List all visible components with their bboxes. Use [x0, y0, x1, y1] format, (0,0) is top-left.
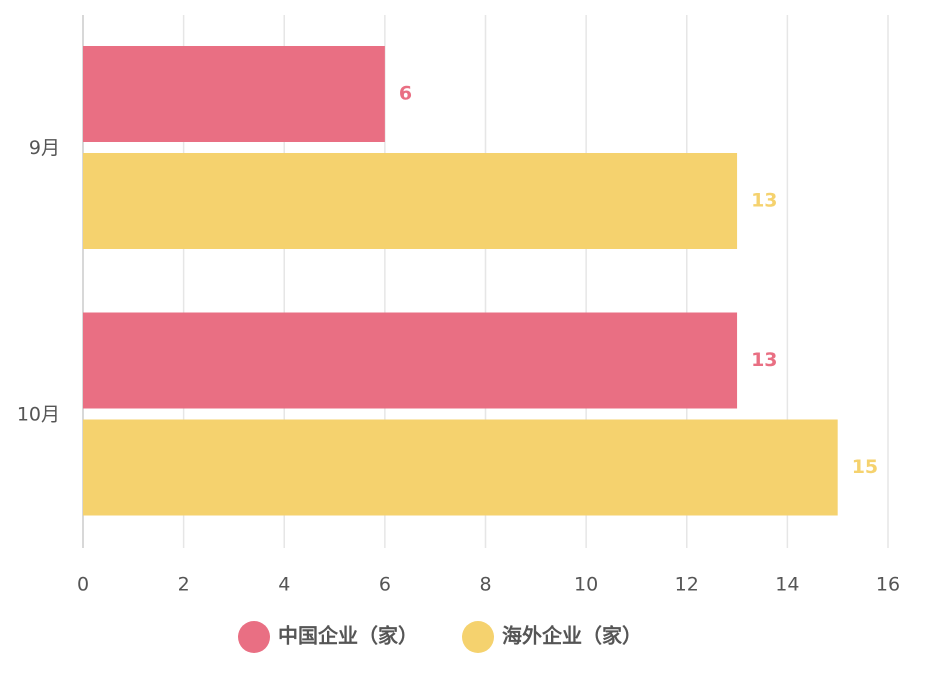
x-tick-label: 4: [278, 574, 290, 596]
bar: [83, 419, 838, 516]
legend-label: 海外企业（家）: [502, 624, 642, 648]
x-tick-label: 6: [379, 574, 391, 596]
y-tick-label: 9月: [29, 137, 60, 159]
value-label: 6: [399, 83, 412, 105]
value-label: 15: [852, 456, 878, 478]
bar: [83, 312, 738, 409]
x-tick-label: 0: [77, 574, 89, 596]
x-tick-label: 14: [775, 574, 799, 596]
y-tick-label: 10月: [17, 403, 60, 425]
bar: [83, 46, 385, 142]
x-tick-label: 2: [178, 574, 190, 596]
value-label: 13: [751, 349, 777, 371]
x-tick-label: 10: [574, 574, 598, 596]
value-label: 13: [751, 190, 777, 212]
bar: [83, 153, 738, 249]
legend-marker: [238, 621, 270, 653]
x-tick-label: 8: [479, 574, 491, 596]
x-tick-label: 16: [876, 574, 900, 596]
legend-label: 中国企业（家）: [278, 624, 418, 648]
x-tick-label: 12: [675, 574, 699, 596]
legend-marker: [462, 621, 494, 653]
